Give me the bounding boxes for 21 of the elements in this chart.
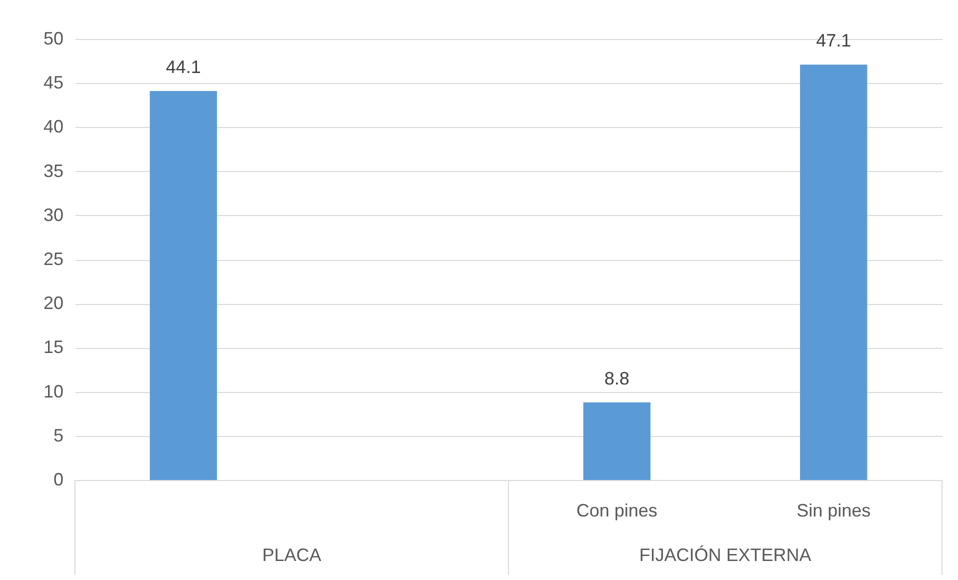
text: FIJACIÓN EXTERNA (639, 545, 812, 565)
y-tick-label: 20 (43, 293, 64, 314)
data-label: 47.1 (816, 30, 852, 51)
y-tick-label: 10 (43, 381, 64, 402)
bar (800, 64, 868, 480)
y-tick-label: 0 (53, 470, 64, 490)
y-tick-label: 45 (43, 72, 64, 93)
y-tick-label: 15 (43, 337, 64, 358)
x-tick-label: Con pines (576, 500, 658, 520)
text: PLACA (262, 545, 322, 565)
bar (583, 402, 650, 480)
data-label: 8.8 (604, 368, 630, 388)
y-tick-label: 5 (53, 425, 64, 446)
y-tick-label: 30 (43, 204, 64, 225)
data-label: 44.1 (166, 57, 201, 78)
x-tick-label: Sin pines (796, 500, 871, 520)
y-tick-label: 40 (43, 116, 64, 137)
y-tick-label: 35 (43, 160, 64, 181)
y-tick-label: 25 (43, 249, 64, 269)
bar (150, 91, 217, 480)
y-tick-label: 50 (43, 28, 64, 48)
